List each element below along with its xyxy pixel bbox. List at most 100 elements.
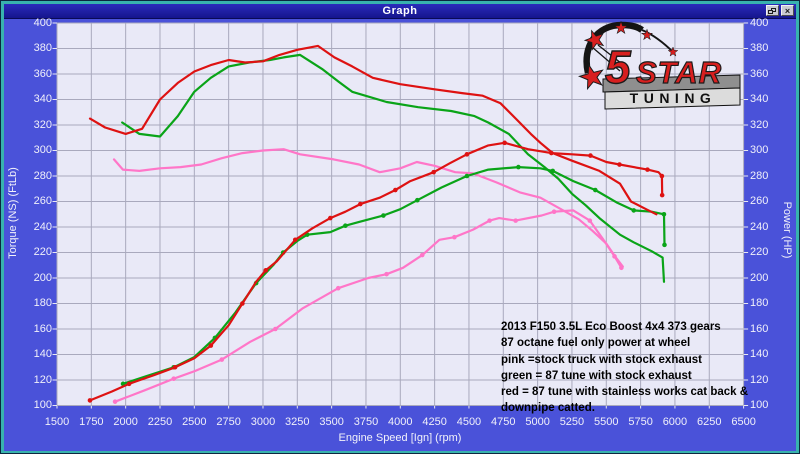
green-87-tune-power-marker xyxy=(661,211,667,217)
window-buttons: × xyxy=(766,5,794,16)
pink-stock-truck-power-marker xyxy=(587,218,593,223)
y-axis-tick-label-right: 200 xyxy=(750,271,769,284)
y-axis-tick-label-left: 300 xyxy=(33,144,52,156)
logo-star-trail xyxy=(597,44,627,68)
x-axis-tick-label: 2000 xyxy=(113,416,138,428)
pink-stock-truck-power-marker xyxy=(487,218,492,223)
y-axis-tick-label-left: 260 xyxy=(33,195,52,207)
y-axis-tick-label-left: 400 xyxy=(33,16,52,29)
y-axis-tick-label-right: 400 xyxy=(750,16,769,29)
x-axis-tick-label: 1750 xyxy=(79,416,104,428)
y-axis-tick-label-right: 360 xyxy=(750,67,769,80)
x-axis-tick-label: 3250 xyxy=(285,416,310,428)
title-bar[interactable]: Graph × xyxy=(4,4,796,19)
x-axis-tick-label: 6250 xyxy=(697,416,722,428)
red-87-tune-catback-power-marker xyxy=(617,162,622,167)
annotation-line: green = 87 tune with stock exhaust xyxy=(501,369,692,382)
x-axis-title: Engine Speed [Ign] (rpm) xyxy=(338,432,462,444)
y-axis-tick-label-left: 280 xyxy=(33,169,52,182)
y-axis-tick-label-left: 160 xyxy=(33,322,52,335)
pink-stock-truck-power-marker xyxy=(273,326,278,332)
red-87-tune-catback-power-marker xyxy=(327,215,333,221)
green-87-tune-power-marker xyxy=(631,208,637,213)
red-87-tune-catback-power-marker xyxy=(502,140,507,146)
y-axis-tick-label-left: 380 xyxy=(33,42,52,54)
restore-icon xyxy=(768,7,777,15)
red-87-tune-catback-power-marker xyxy=(659,192,665,198)
y-axis-tick-label-right: 160 xyxy=(750,322,769,335)
logo-text-tuning: TUNING xyxy=(630,90,717,106)
x-axis-tick-label: 3750 xyxy=(353,416,379,428)
y-axis-tick-label-right: 320 xyxy=(750,118,769,131)
y-axis-tick-label-right: 220 xyxy=(750,246,769,258)
pink-stock-truck-power-marker xyxy=(384,271,389,277)
green-87-tune-power-marker xyxy=(415,197,420,203)
y-axis-tick-label-right: 260 xyxy=(750,195,769,207)
red-87-tune-catback-power-marker xyxy=(263,268,269,273)
green-87-tune-power-marker xyxy=(662,242,667,248)
x-axis-tick-label: 4750 xyxy=(491,416,516,428)
x-axis-tick-label: 4000 xyxy=(388,416,413,428)
pink-stock-truck-power-marker xyxy=(419,252,425,258)
logo-silver-slab xyxy=(604,87,741,110)
green-87-tune-power-marker xyxy=(343,223,348,229)
red-87-tune-catback-power-marker xyxy=(87,398,93,403)
x-axis-tick-label: 5500 xyxy=(594,416,619,428)
x-axis-tick-label: 4250 xyxy=(422,416,447,428)
green-87-tune-power-marker xyxy=(381,213,386,218)
y-axis-tick-label-left: 220 xyxy=(33,246,52,258)
logo-text-5: 5 xyxy=(605,41,632,93)
red-87-tune-catback-power-marker xyxy=(126,381,132,387)
x-axis-tick-label: 6500 xyxy=(731,416,756,428)
green-87-tune-power-marker xyxy=(592,187,598,193)
red-87-tune-catback-power-marker xyxy=(240,301,245,306)
big-star-icon xyxy=(576,61,607,91)
x-axis-tick-label: 3000 xyxy=(250,416,276,428)
pink-stock-truck-power-marker xyxy=(171,376,177,382)
pink-stock-truck-power-marker xyxy=(612,254,617,259)
y-axis-tick-label-left: 240 xyxy=(33,220,52,233)
x-axis-tick-label: 2250 xyxy=(147,416,173,428)
pink-stock-truck-power-marker xyxy=(335,285,341,291)
y-axis-tick-label-right: 280 xyxy=(750,169,769,182)
y-axis-tick-label-right: 340 xyxy=(750,93,769,105)
annotation-line: 87 octane fuel only power at wheel xyxy=(501,337,691,350)
annotation-line: pink =stock truck with stock exhaust xyxy=(501,353,702,366)
green-87-tune-power-marker xyxy=(516,164,521,170)
pink-stock-truck-power-marker xyxy=(551,209,557,214)
close-button[interactable]: × xyxy=(781,5,794,16)
pink-stock-truck-power-marker xyxy=(112,399,118,404)
x-axis-tick-label: 2500 xyxy=(182,416,207,428)
red-87-tune-catback-power-marker xyxy=(393,187,398,193)
x-axis-tick-label: 5000 xyxy=(525,416,550,428)
green-87-tune-power-marker xyxy=(464,173,470,179)
red-87-tune-catback-power-marker xyxy=(292,237,298,243)
green-87-tune-power-marker xyxy=(550,168,556,174)
red-87-tune-catback-power-marker xyxy=(588,153,593,158)
x-axis-tick-label: 4500 xyxy=(456,416,482,428)
red-87-tune-catback-power-marker xyxy=(172,364,178,370)
y-axis-tick-label-left: 360 xyxy=(33,67,52,80)
y-axis-tick-label-left: 320 xyxy=(33,118,52,131)
logo-star-trail xyxy=(591,46,621,72)
x-axis-tick-label: 3500 xyxy=(319,416,344,428)
y-axis-tick-label-left: 180 xyxy=(33,297,52,309)
x-axis-tick-label: 1500 xyxy=(44,416,70,428)
annotation-line: 2013 F150 3.5L Eco Boost 4x4 373 gears xyxy=(501,321,721,333)
y-axis-tick-label-right: 300 xyxy=(750,144,769,156)
x-axis-tick-label: 2750 xyxy=(216,416,241,428)
y-axis-tick-label-right: 100 xyxy=(750,399,769,411)
chart-area: Torque (NS) (FtLb) Power (HP) Engine Spe… xyxy=(4,16,796,451)
annotation-text-block: 2013 F150 3.5L Eco Boost 4x4 373 gears 8… xyxy=(501,319,763,417)
y-axis-tick-label-right: 240 xyxy=(750,220,769,233)
y-axis-tick-label-left: 100 xyxy=(33,399,52,411)
y-axis-tick-label-left: 340 xyxy=(33,93,52,105)
pink-stock-truck-torque-curve xyxy=(112,148,624,268)
green-87-tune-torque-curve xyxy=(121,53,666,283)
restore-button[interactable] xyxy=(766,5,779,16)
red-87-tune-catback-power-marker xyxy=(645,167,650,172)
red-87-tune-catback-power-marker xyxy=(549,150,554,156)
red-87-tune-catback-power-marker xyxy=(431,169,436,175)
x-axis-tick-label: 5250 xyxy=(559,416,585,428)
